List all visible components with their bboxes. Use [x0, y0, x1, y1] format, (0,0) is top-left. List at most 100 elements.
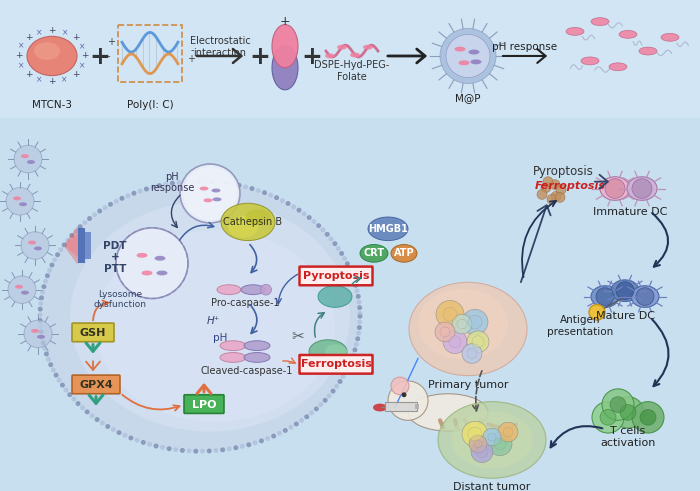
Ellipse shape [40, 181, 360, 451]
Circle shape [39, 296, 44, 300]
Circle shape [116, 430, 122, 435]
Circle shape [50, 263, 55, 268]
Circle shape [74, 228, 78, 233]
Text: M@P: M@P [455, 93, 481, 103]
Ellipse shape [609, 63, 627, 71]
Circle shape [147, 442, 152, 447]
Circle shape [349, 358, 354, 363]
Text: +: + [106, 37, 115, 47]
Bar [385, 402, 417, 411]
Circle shape [435, 322, 455, 342]
Text: pH
response: pH response [150, 172, 194, 193]
Circle shape [283, 428, 288, 433]
Circle shape [340, 251, 344, 256]
Circle shape [537, 190, 547, 199]
Circle shape [443, 307, 457, 321]
Circle shape [40, 290, 45, 295]
Circle shape [100, 421, 105, 426]
Circle shape [180, 164, 240, 223]
Ellipse shape [27, 36, 77, 76]
Circle shape [318, 402, 323, 407]
Circle shape [358, 314, 363, 319]
Circle shape [346, 364, 351, 369]
Text: +: + [71, 70, 79, 79]
Circle shape [113, 199, 118, 204]
Ellipse shape [155, 256, 165, 261]
Circle shape [125, 193, 130, 198]
FancyBboxPatch shape [300, 355, 372, 374]
Circle shape [354, 342, 359, 347]
Text: +: + [90, 45, 111, 69]
Circle shape [436, 300, 464, 328]
Circle shape [38, 301, 43, 306]
Ellipse shape [418, 289, 508, 359]
Circle shape [50, 368, 56, 373]
Circle shape [57, 378, 62, 382]
Circle shape [260, 284, 272, 295]
Text: ×: × [79, 42, 86, 51]
Text: Pyroptosis: Pyroptosis [302, 271, 370, 281]
Text: -: - [106, 51, 110, 61]
Ellipse shape [639, 47, 657, 55]
Circle shape [217, 180, 222, 185]
Text: ×: × [36, 28, 43, 37]
Circle shape [600, 409, 616, 425]
Circle shape [102, 205, 108, 210]
Circle shape [183, 167, 237, 220]
Ellipse shape [220, 341, 246, 351]
Ellipse shape [350, 53, 360, 57]
Text: Pro-caspase-1: Pro-caspase-1 [211, 299, 279, 308]
Circle shape [132, 191, 136, 196]
Text: Mature DC: Mature DC [596, 311, 654, 321]
Circle shape [356, 294, 360, 299]
Circle shape [153, 443, 158, 448]
Text: Ferroptosis: Ferroptosis [535, 181, 606, 191]
Circle shape [116, 228, 188, 299]
Circle shape [344, 369, 349, 374]
Circle shape [440, 28, 496, 83]
Circle shape [122, 433, 127, 438]
Text: LPO: LPO [192, 400, 216, 409]
Circle shape [632, 179, 652, 198]
Ellipse shape [70, 201, 350, 432]
Ellipse shape [19, 202, 27, 206]
Circle shape [160, 445, 165, 450]
Ellipse shape [199, 187, 209, 191]
Circle shape [468, 315, 482, 329]
Circle shape [330, 389, 335, 394]
Circle shape [197, 179, 202, 184]
Bar [415, 404, 419, 409]
Circle shape [259, 438, 264, 443]
Circle shape [321, 227, 326, 232]
Text: Immature DC: Immature DC [593, 207, 667, 217]
Circle shape [97, 209, 102, 214]
Circle shape [469, 435, 487, 453]
Circle shape [345, 261, 350, 266]
Circle shape [246, 442, 251, 447]
Ellipse shape [204, 198, 213, 202]
Text: Cleaved-caspase-1: Cleaved-caspase-1 [201, 366, 293, 376]
Circle shape [262, 190, 267, 195]
Circle shape [243, 184, 248, 189]
Circle shape [332, 241, 337, 246]
FancyBboxPatch shape [72, 375, 120, 394]
Text: Lysosome
dysfunction: Lysosome dysfunction [94, 290, 146, 309]
Ellipse shape [21, 154, 29, 158]
Circle shape [462, 421, 488, 447]
Circle shape [65, 238, 70, 243]
Circle shape [240, 444, 245, 449]
Circle shape [280, 198, 285, 203]
Circle shape [341, 374, 346, 379]
Circle shape [337, 379, 342, 384]
Text: Ferroptosis: Ferroptosis [300, 359, 372, 369]
Circle shape [39, 335, 45, 340]
Ellipse shape [211, 189, 220, 192]
Ellipse shape [368, 217, 408, 241]
Ellipse shape [470, 59, 482, 64]
Circle shape [150, 185, 155, 190]
Circle shape [402, 392, 407, 397]
Circle shape [543, 177, 553, 187]
Circle shape [214, 448, 218, 453]
Circle shape [183, 179, 188, 184]
Circle shape [271, 434, 276, 438]
